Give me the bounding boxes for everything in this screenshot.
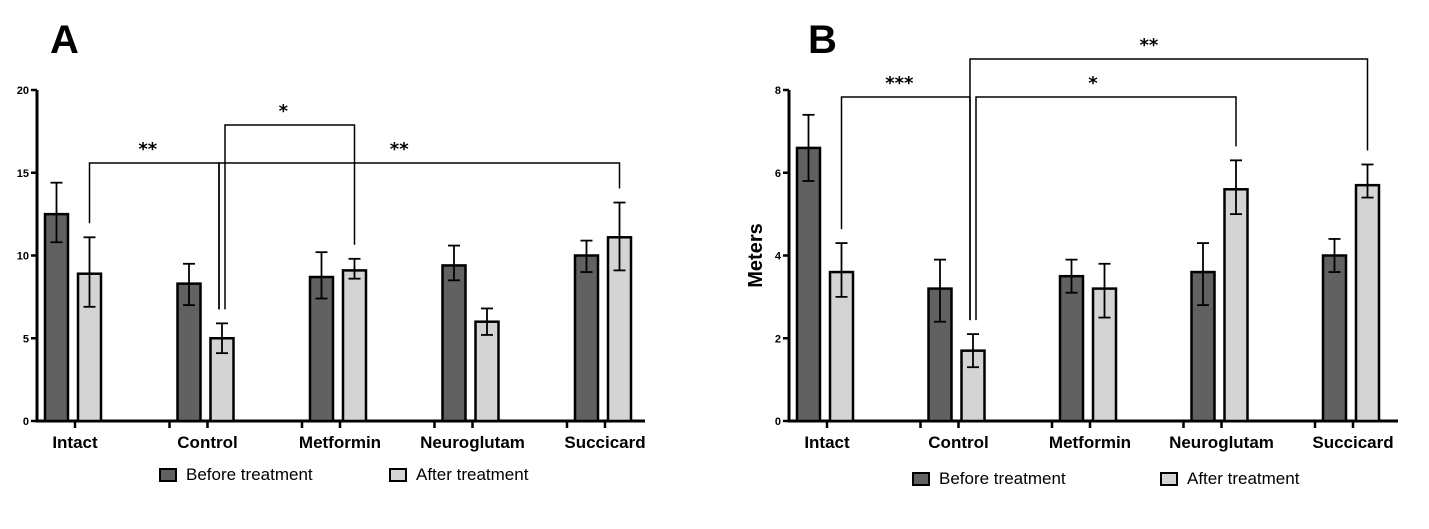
x-category-label: Intact (52, 433, 98, 452)
x-category-label: Metformin (299, 433, 381, 452)
y-tick-label: 15 (17, 168, 29, 180)
y-tick-label: 20 (17, 85, 29, 97)
x-category-label: Succicard (564, 433, 645, 452)
y-tick-label: 10 (17, 251, 29, 263)
x-category-label: Neuroglutam (420, 433, 525, 452)
bar-after (1354, 183, 1381, 423)
legend-swatch-after (389, 468, 407, 482)
panel-label: B (808, 18, 837, 62)
x-category-label: Intact (804, 433, 850, 452)
significance-label: ** (138, 139, 157, 160)
significance-bracket (840, 96, 971, 321)
x-category-label: Control (177, 433, 237, 452)
panel-label: A (50, 18, 79, 62)
bar-before (441, 264, 467, 423)
significance-bracket (975, 96, 1237, 321)
y-tick-label: 5 (23, 333, 29, 345)
legend-swatch-before (159, 468, 177, 482)
bar-before (795, 146, 822, 423)
legend-label: Before treatment (939, 469, 1066, 488)
x-category-label: Control (928, 433, 988, 452)
bar-after (341, 269, 368, 423)
chart-panel-a: A 0 5 10 15 20 Intact Control Metformin Neuroglut… (17, 18, 646, 484)
y-tick-label: 4 (775, 251, 782, 263)
chart-panel-b: B 0 2 4 6 8 Meters Intact Control Metformin Neurog… (745, 18, 1398, 488)
x-category-label: Succicard (1312, 433, 1393, 452)
y-tick-label: 8 (775, 85, 781, 97)
y-axis-label: Meters (745, 223, 767, 287)
y-tick-label: 2 (775, 333, 781, 345)
significance-bracket (218, 162, 621, 310)
significance-bracket (969, 58, 1369, 321)
x-category-label: Metformin (1049, 433, 1131, 452)
y-tick-label: 6 (775, 168, 781, 180)
legend-label: Before treatment (186, 465, 313, 484)
bar-after (1223, 188, 1249, 423)
bar-before (1058, 274, 1085, 423)
significance-bracket (224, 124, 356, 310)
bar-after (474, 320, 500, 423)
significance-label: *** (885, 73, 914, 94)
bar-before (1321, 254, 1348, 423)
legend-swatch-before (912, 472, 930, 486)
bar-before (43, 212, 70, 423)
significance-label: * (1088, 73, 1098, 94)
x-category-label: Neuroglutam (1169, 433, 1274, 452)
y-tick-label: 0 (23, 416, 29, 428)
significance-label: ** (390, 139, 409, 160)
y-tick-label: 0 (775, 416, 781, 428)
legend-label: After treatment (1187, 469, 1300, 488)
significance-label: ** (1139, 35, 1158, 56)
legend-swatch-after (1160, 472, 1178, 486)
significance-label: * (279, 101, 289, 122)
legend-label: After treatment (416, 465, 529, 484)
bar-before (573, 254, 600, 423)
